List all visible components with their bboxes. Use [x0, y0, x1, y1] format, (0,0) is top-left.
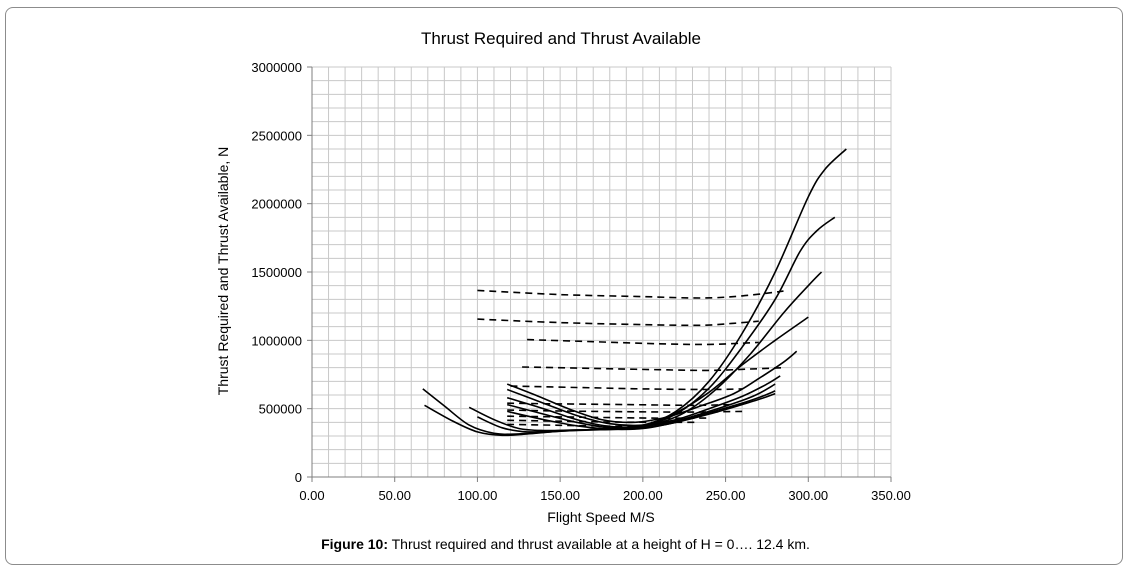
thrust-available-line [510, 385, 743, 391]
x-tick-label: 50.00 [378, 488, 411, 503]
thrust-required-series [422, 148, 847, 437]
y-tick-label: 2000000 [251, 197, 302, 212]
figure-caption: Figure 10: Thrust required and thrust av… [0, 536, 1131, 552]
thrust-available-line [522, 366, 784, 372]
thrust-required-line [468, 271, 823, 432]
thrust-available-line [507, 409, 743, 413]
y-tick-label: 0 [295, 470, 302, 485]
x-tick-label: 200.00 [623, 488, 663, 503]
thrust-available-line [507, 415, 710, 420]
y-tick-label: 1000000 [251, 333, 302, 348]
x-tick-label: 0.00 [299, 488, 324, 503]
y-tick-label: 1500000 [251, 265, 302, 280]
y-axis-label: Thrust Required and Thrust Available, N [215, 147, 231, 396]
caption-label: Figure 10: [321, 536, 388, 552]
thrust-required-line [506, 383, 776, 428]
y-tick-label: 2500000 [251, 128, 302, 143]
thrust-required-line [506, 375, 781, 427]
y-tick-label: 3000000 [251, 60, 302, 75]
thrust-required-line [506, 350, 798, 424]
thrust-available-series [477, 289, 784, 428]
x-tick-label: 250.00 [706, 488, 746, 503]
thrust-available-line [477, 289, 784, 299]
axes [307, 66, 892, 482]
thrust-required-line [507, 392, 776, 431]
thrust-available-line [477, 318, 759, 327]
thrust-available-line [507, 423, 643, 428]
x-tick-label: 350.00 [871, 488, 911, 503]
tick-labels: 0.00 50.00 100.00 150.00 200.00 250.00 300.00 3… [251, 60, 911, 503]
grid [311, 66, 892, 478]
thrust-available-line [527, 338, 759, 346]
y-tick-label: 500000 [259, 402, 302, 417]
chart-title: Thrust Required and Thrust Available [421, 29, 701, 48]
x-tick-label: 100.00 [458, 488, 498, 503]
x-axis-label: Flight Speed M/S [547, 509, 654, 525]
x-tick-label: 150.00 [540, 488, 580, 503]
caption-text: Thrust required and thrust available at … [391, 536, 810, 552]
x-tick-label: 300.00 [788, 488, 828, 503]
